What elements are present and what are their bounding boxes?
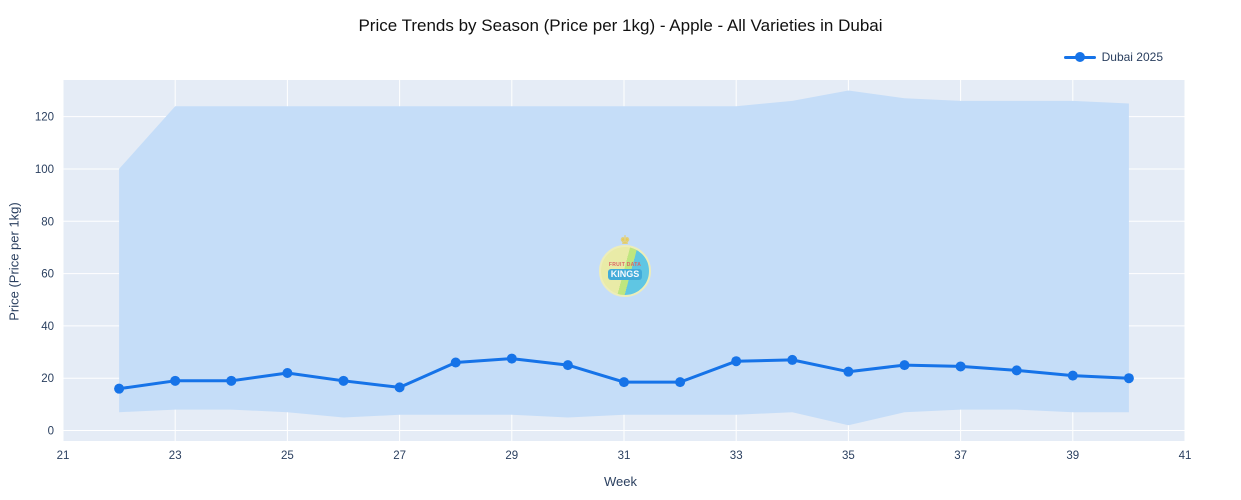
data-point[interactable] — [282, 367, 293, 378]
y-tick-label: 20 — [41, 373, 54, 385]
data-point[interactable] — [394, 382, 405, 393]
data-point[interactable] — [899, 360, 910, 371]
legend-item-dubai-2025[interactable]: Dubai 2025 — [1063, 50, 1163, 64]
x-tick-label: 35 — [842, 450, 855, 462]
data-point[interactable] — [226, 375, 237, 386]
x-tick-label: 21 — [57, 450, 70, 462]
x-tick-label: 33 — [730, 450, 743, 462]
data-point[interactable] — [450, 357, 461, 368]
data-point[interactable] — [1011, 365, 1022, 376]
y-tick-label: 80 — [41, 216, 54, 228]
data-point[interactable] — [170, 375, 181, 386]
data-point[interactable] — [955, 361, 966, 372]
x-tick-label: 39 — [1066, 450, 1079, 462]
y-tick-label: 40 — [41, 321, 54, 333]
x-tick-label: 23 — [169, 450, 182, 462]
x-axis-title: Week — [604, 474, 637, 489]
y-tick-label: 100 — [35, 164, 54, 176]
legend-line-marker-icon — [1063, 51, 1096, 63]
chart-title: Price Trends by Season (Price per 1kg) -… — [358, 16, 883, 35]
legend-dot — [1074, 52, 1085, 62]
y-tick-label: 60 — [41, 269, 54, 281]
data-point[interactable] — [1067, 370, 1078, 381]
y-tick-label: 0 — [48, 426, 54, 438]
data-point[interactable] — [843, 366, 854, 377]
y-tick-label: 120 — [35, 112, 54, 124]
legend-label: Dubai 2025 — [1101, 50, 1163, 64]
x-tick-label: 27 — [393, 450, 406, 462]
x-tick-label: 29 — [505, 450, 518, 462]
x-tick-label: 41 — [1179, 450, 1192, 462]
data-point[interactable] — [619, 377, 629, 388]
data-point[interactable] — [506, 353, 517, 364]
data-point[interactable] — [787, 354, 798, 365]
y-axis-title: Price (Price per 1kg) — [6, 202, 22, 321]
x-tick-label: 37 — [954, 450, 967, 462]
data-point[interactable] — [338, 375, 349, 386]
data-point[interactable] — [562, 360, 573, 371]
data-point[interactable] — [1123, 373, 1134, 384]
x-tick-label: 31 — [618, 450, 631, 462]
x-tick-label: 25 — [281, 450, 294, 462]
data-point[interactable] — [731, 356, 742, 367]
data-point[interactable] — [114, 383, 125, 394]
data-point[interactable] — [675, 377, 686, 388]
